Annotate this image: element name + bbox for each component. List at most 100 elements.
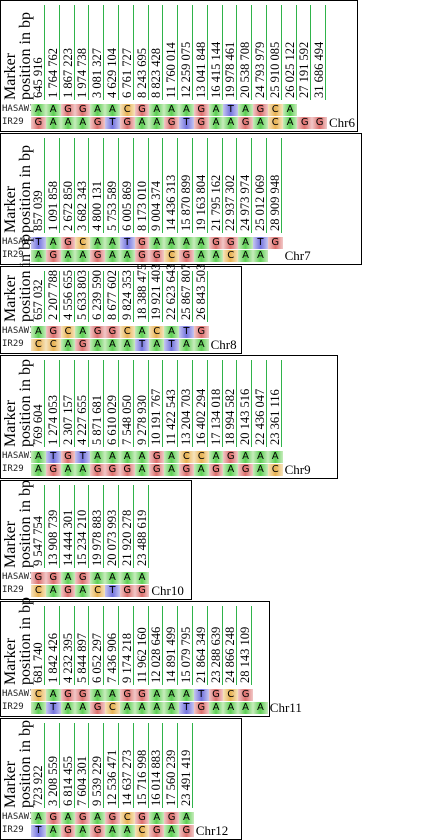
marker-position-label: 14 637 273: [119, 749, 134, 806]
nucleotide-ir29: G: [60, 585, 76, 597]
marker-guide-line: [58, 606, 60, 685]
nucleotide-hasawi: A: [164, 451, 179, 463]
marker-guide-line: [236, 5, 238, 100]
marker-position-label: 1 974 738: [75, 48, 90, 98]
marker-guide-line: [103, 723, 105, 808]
nucleotide-hasawi: G: [75, 689, 91, 701]
marker-position-label: 18 994 582: [223, 388, 238, 445]
marker-position-label: 21 920 278: [119, 509, 134, 566]
marker-guide-line: [103, 360, 105, 447]
nucleotide-ir29: A: [75, 464, 91, 476]
nucleotide-ir29: A: [164, 825, 179, 837]
nucleotide-hasawi: G: [75, 572, 91, 584]
nucleotide-ir29: G: [312, 117, 327, 129]
marker-position-label: 15 079 795: [179, 626, 193, 683]
marker-guide-line: [88, 5, 90, 100]
nucleotide-ir29: C: [31, 585, 46, 597]
nucleotide-ir29: A: [31, 464, 46, 476]
nucleotide-ir29: A: [208, 702, 224, 714]
marker-guide-line: [147, 5, 149, 100]
nucleotide-ir29: G: [179, 250, 194, 262]
nucleotide-ir29: G: [90, 250, 105, 262]
marker-guide-line: [58, 138, 60, 233]
nucleotide-ir29: C: [134, 825, 150, 837]
nucleotide-ir29: A: [253, 464, 268, 476]
marker-guide-line: [162, 5, 164, 100]
nucleotide-ir29: A: [193, 464, 209, 476]
marker-guide-line: [162, 360, 164, 447]
nucleotide-ir29: G: [90, 117, 105, 129]
marker-position-label: 17 560 239: [164, 749, 179, 806]
nucleotide-hasawi: A: [119, 572, 135, 584]
marker-guide-line: [73, 5, 75, 100]
nucleotide-hasawi: A: [90, 572, 105, 584]
nucleotide-hasawi: G: [223, 451, 239, 463]
marker-position-label: 20 143 516: [238, 388, 253, 445]
marker-position-label: 3 208 559: [45, 756, 60, 806]
nucleotide-ir29: G: [134, 250, 150, 262]
marker-guide-line: [132, 723, 134, 808]
nucleotide-ir29: A: [45, 117, 61, 129]
nucleotide-ir29: A: [31, 702, 46, 714]
marker-position-label: 12 028 646: [149, 626, 164, 683]
marker-position-label: 11 760 014: [164, 42, 179, 98]
marker-guide-line: [132, 606, 134, 685]
nucleotide-ir29: C: [223, 250, 239, 262]
nucleotide-hasawi: A: [31, 326, 46, 338]
marker-guide-line: [310, 5, 312, 100]
marker-position-label: 22 937 302: [223, 174, 238, 231]
nucleotide-ir29: A: [223, 702, 239, 714]
marker-guide-line: [147, 271, 149, 322]
marker-guide-line: [147, 723, 149, 808]
marker-position-label: 6 052 297: [90, 633, 105, 683]
marker-position-label: 9 547 754: [31, 516, 45, 566]
nucleotide-hasawi: T: [75, 451, 91, 463]
nucleotide-ir29: C: [267, 117, 283, 129]
nucleotide-ir29: G: [119, 585, 135, 597]
nucleotide-hasawi: A: [179, 689, 194, 701]
nucleotide-ir29: A: [149, 339, 165, 351]
nucleotide-ir29: G: [134, 585, 150, 597]
nucleotide-hasawi: G: [105, 326, 120, 338]
nucleotide-hasawi: A: [208, 104, 224, 116]
nucleotide-hasawi: A: [149, 812, 165, 824]
nucleotide-ir29: A: [149, 702, 165, 714]
marker-position-label: 6 761 727: [119, 48, 134, 98]
nucleotide-hasawi: A: [105, 689, 120, 701]
chromosome-label: Chr9: [284, 462, 311, 477]
nucleotide-ir29: A: [60, 339, 76, 351]
marker-guide-line: [162, 723, 164, 808]
marker-position-label: 14 444 301: [60, 509, 75, 566]
nucleotide-hasawi: A: [90, 451, 105, 463]
nucleotide-hasawi: A: [45, 689, 61, 701]
panel-chr6: Marker position in bp 645 916 1 764 762 1 86…: [0, 0, 358, 132]
nucleotide-ir29: G: [45, 464, 61, 476]
marker-guide-line: [73, 723, 75, 808]
nucleotide-ir29: A: [105, 825, 120, 837]
nucleotide-ir29: G: [119, 117, 135, 129]
nucleotide-ir29: G: [238, 464, 253, 476]
nucleotide-ir29: C: [90, 585, 105, 597]
nucleotide-hasawi: A: [238, 237, 253, 249]
nucleotide-ir29: G: [105, 464, 120, 476]
marker-position-label: 13 041 848: [193, 41, 208, 98]
marker-guide-line: [266, 360, 267, 447]
nucleotide-hasawi: A: [179, 104, 194, 116]
sequence-label-ir29: IR29: [2, 250, 24, 260]
marker-position-label: 17 134 018: [208, 388, 223, 445]
nucleotide-ir29: A: [208, 117, 224, 129]
nucleotide-hasawi: A: [60, 572, 76, 584]
nucleotide-hasawi: A: [31, 104, 46, 116]
marker-guide-line: [132, 485, 134, 568]
sequence-label-hasawi: HASAWI: [2, 451, 35, 461]
marker-guide-line: [118, 723, 119, 808]
marker-guide-line: [132, 5, 134, 100]
panel-chr10: Marker position in bp 9 547 754 13 908 739 1…: [0, 480, 192, 600]
nucleotide-hasawi: A: [149, 689, 165, 701]
marker-guide-line: [147, 485, 149, 568]
nucleotide-hasawi: G: [223, 237, 239, 249]
nucleotide-ir29: T: [31, 825, 46, 837]
marker-position-label: 681 740: [31, 642, 45, 683]
nucleotide-ir29: A: [45, 585, 61, 597]
marker-position-label: 25 867 807: [179, 263, 193, 320]
